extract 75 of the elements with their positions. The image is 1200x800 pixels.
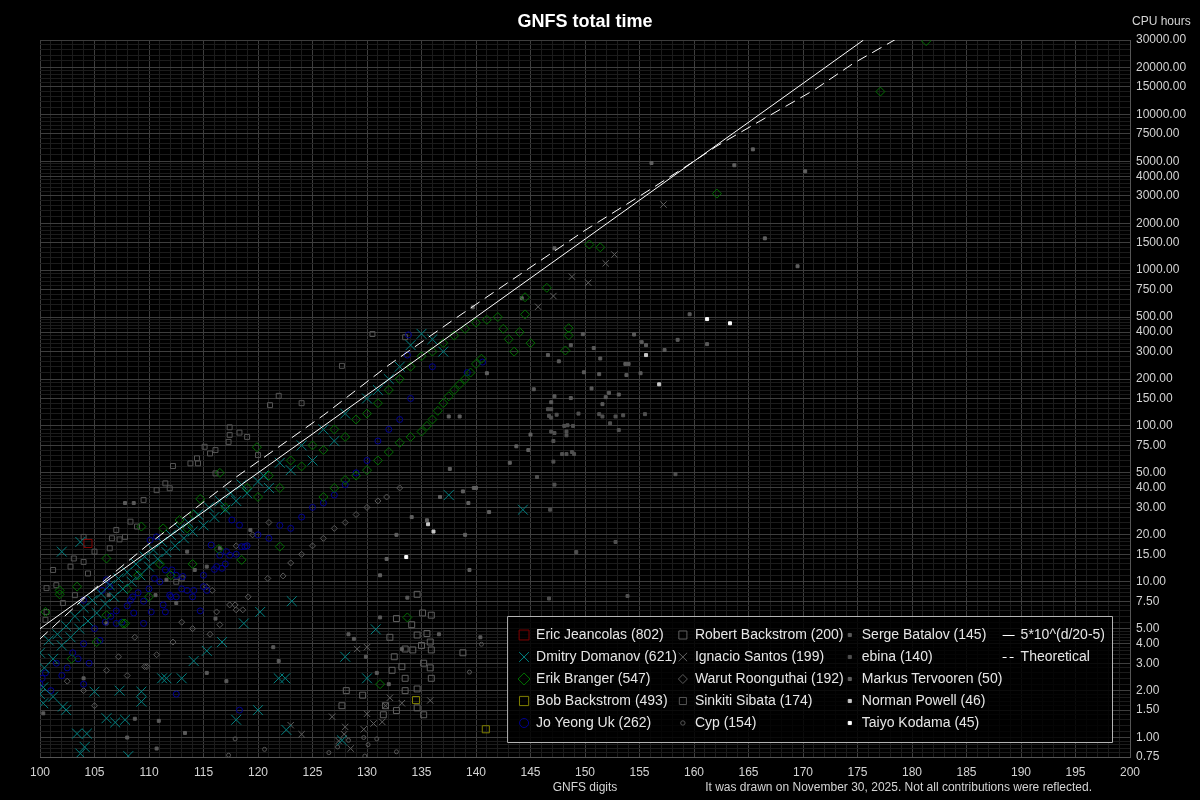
y-tick-label: 4000.00 bbox=[1136, 168, 1180, 183]
y-tick-label: 400.00 bbox=[1136, 324, 1174, 339]
y-tick-label: 1000.00 bbox=[1136, 262, 1180, 277]
chart-title: GNFS total time bbox=[517, 10, 653, 31]
text: It was drawn on November 30, 2025. Not all contributions were reflected. bbox=[705, 780, 1092, 795]
x-tick-label: 125 bbox=[302, 764, 323, 779]
x-tick-label: 175 bbox=[847, 764, 868, 779]
y-tick-label: 15.00 bbox=[1136, 546, 1167, 561]
x-tick-label: 155 bbox=[629, 764, 650, 779]
legend-label: Jo Yeong Uk (262) bbox=[536, 713, 652, 730]
y-tick-label: 20000.00 bbox=[1136, 59, 1187, 74]
legend-label: Bob Backstrom (493) bbox=[536, 691, 668, 708]
x-tick-label: 150 bbox=[574, 764, 596, 779]
x-tick-label: 160 bbox=[683, 764, 705, 779]
x-tick-label: 170 bbox=[792, 764, 814, 779]
legend-label: Theoretical bbox=[1020, 647, 1090, 664]
legend-label: Markus Tervooren (50) bbox=[861, 669, 1003, 686]
x-tick-label: 145 bbox=[520, 764, 541, 779]
x-tick-label: 165 bbox=[738, 764, 759, 779]
y-tick-label: 200.00 bbox=[1136, 371, 1174, 386]
legend-label: Ignacio Santos (199) bbox=[694, 647, 825, 664]
y-tick-label: 10.00 bbox=[1136, 574, 1167, 589]
y-tick-label: 4.00 bbox=[1136, 636, 1160, 651]
legend-label: 5*10^(d/20-5) bbox=[1020, 625, 1106, 642]
y-tick-label: 750.00 bbox=[1136, 281, 1174, 296]
legend-label: Robert Backstrom (200) bbox=[694, 625, 844, 642]
y-tick-label: 1.50 bbox=[1136, 702, 1160, 717]
x-tick-label: 195 bbox=[1065, 764, 1086, 779]
y-tick-label: 30000.00 bbox=[1136, 32, 1187, 47]
y-tick-label: 2000.00 bbox=[1136, 215, 1180, 230]
y-tick-label: 40.00 bbox=[1136, 480, 1167, 495]
y-tick-label: 10000.00 bbox=[1136, 106, 1187, 121]
x-tick-label: 120 bbox=[247, 764, 269, 779]
y-tick-label: 7.50 bbox=[1136, 593, 1160, 608]
y-tick-label: 3.00 bbox=[1136, 655, 1160, 670]
y-tick-label: 5000.00 bbox=[1136, 153, 1180, 168]
legend-label: Erik Branger (547) bbox=[536, 669, 651, 686]
y-axis-title: CPU hours bbox=[1132, 14, 1191, 29]
legend-label: Cyp (154) bbox=[694, 713, 757, 730]
x-tick-label: 200 bbox=[1119, 764, 1141, 779]
x-tick-label: 185 bbox=[956, 764, 977, 779]
legend-label: Serge Batalov (145) bbox=[861, 625, 987, 642]
x-tick-label: 140 bbox=[465, 764, 487, 779]
legend-label: Norman Powell (46) bbox=[861, 691, 986, 708]
y-tick-label: 500.00 bbox=[1136, 309, 1174, 324]
y-tick-label: 75.00 bbox=[1136, 437, 1167, 452]
y-tick-label: 300.00 bbox=[1136, 343, 1174, 358]
x-tick-label: 110 bbox=[139, 764, 159, 779]
y-tick-label: 2.00 bbox=[1136, 682, 1160, 697]
y-tick-label: 0.75 bbox=[1136, 749, 1160, 764]
x-tick-label: 115 bbox=[193, 764, 214, 779]
x-tick-label: 180 bbox=[901, 764, 923, 779]
x-tick-label: 135 bbox=[411, 764, 432, 779]
x-axis-title: GNFS digits bbox=[552, 780, 618, 795]
x-tick-label: 100 bbox=[29, 764, 51, 779]
legend-label: Sinkiti Sibata (174) bbox=[694, 691, 813, 708]
y-tick-label: 1.00 bbox=[1136, 729, 1160, 744]
y-tick-label: 100.00 bbox=[1136, 418, 1174, 433]
y-tick-label: 30.00 bbox=[1136, 499, 1167, 514]
y-tick-label: 7500.00 bbox=[1136, 126, 1180, 141]
y-tick-label: 15000.00 bbox=[1136, 79, 1187, 94]
legend-label: Dmitry Domanov (621) bbox=[536, 647, 677, 664]
legend-label: Eric Jeancolas (802) bbox=[536, 625, 664, 642]
y-tick-label: 150.00 bbox=[1136, 390, 1174, 405]
y-tick-label: 50.00 bbox=[1136, 465, 1167, 480]
y-tick-label: 1500.00 bbox=[1136, 235, 1180, 250]
legend-label: Taiyo Kodama (45) bbox=[861, 713, 980, 730]
y-tick-label: 5.00 bbox=[1136, 620, 1160, 635]
x-tick-label: 130 bbox=[356, 764, 378, 779]
legend-label: Warut Roonguthai (192) bbox=[694, 669, 844, 686]
x-tick-label: 105 bbox=[84, 764, 105, 779]
legend-label: ebina (140) bbox=[861, 647, 933, 664]
y-tick-label: 3000.00 bbox=[1136, 188, 1180, 203]
y-tick-label: 20.00 bbox=[1136, 527, 1167, 542]
x-tick-label: 190 bbox=[1010, 764, 1032, 779]
